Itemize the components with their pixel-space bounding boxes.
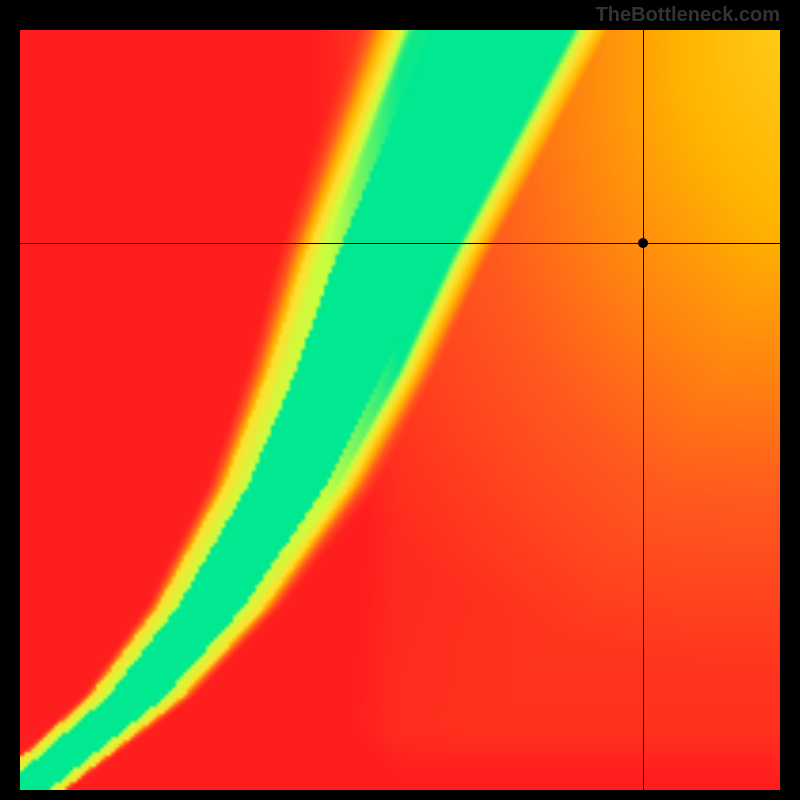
watermark-text: TheBottleneck.com <box>596 4 780 27</box>
crosshair-horizontal <box>20 243 780 244</box>
crosshair-vertical <box>643 30 644 790</box>
heatmap-canvas <box>20 30 780 790</box>
crosshair-marker <box>638 238 648 248</box>
heatmap-plot <box>20 30 780 790</box>
